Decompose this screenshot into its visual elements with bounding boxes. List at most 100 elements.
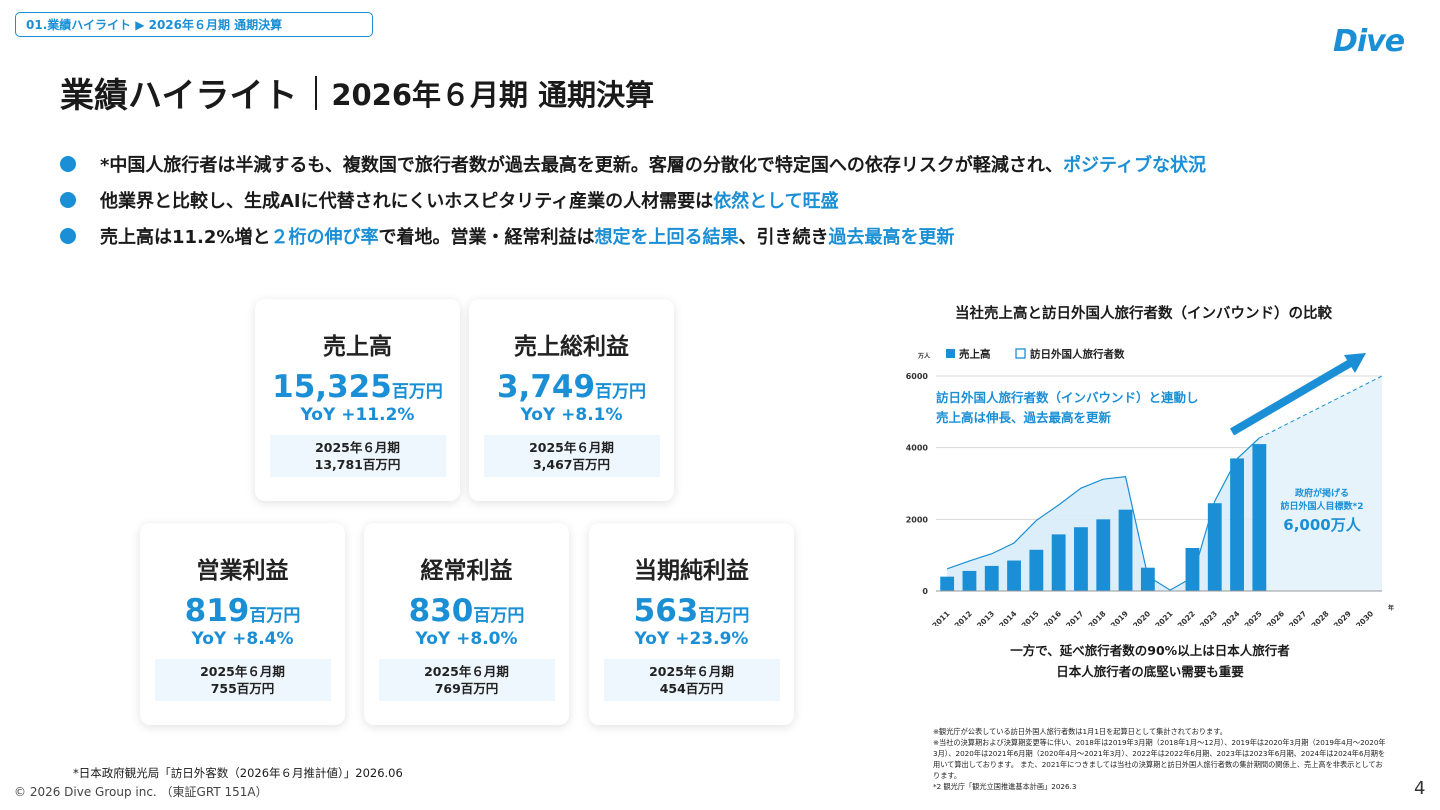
bullet-text: 、引き続き <box>738 227 829 248</box>
kpi-unit: 百万円 <box>698 606 750 626</box>
bar-revenue <box>1096 519 1111 591</box>
x-tick-label: 2014 <box>997 609 1018 626</box>
bullet-text: 売上高は11.2%増と <box>100 227 271 248</box>
x-tick-label: 2011 <box>930 609 951 626</box>
legend-label: 売上高 <box>959 348 991 361</box>
kpi-previous-label: 2025年６月期 <box>200 664 285 679</box>
page-title-main: 業績ハイライト <box>60 76 298 116</box>
chart-annotation: 訪日外国人旅行者数（インバウンド）と連動し売上高は伸長、過去最高を更新 <box>936 390 1199 425</box>
kpi-number: 3,749 <box>496 369 596 405</box>
footnotes: ※観光庁が公表している訪日外国人旅行者数は1月1日を起算日として集計されておりま… <box>933 726 1388 792</box>
kpi-yoy: YoY +11.2% <box>300 405 415 425</box>
x-tick-label: 2030 <box>1354 609 1375 626</box>
inbound-area <box>947 437 1260 591</box>
chart-annotation-line: 売上高は伸長、過去最高を更新 <box>936 410 1112 425</box>
trend-arrow-head <box>1344 353 1366 373</box>
bar-revenue <box>984 565 999 591</box>
kpi-card: 経常利益 830百万円 YoY +8.0% 2025年６月期 769百万円 <box>364 523 569 725</box>
kpi-value: 830百万円 <box>364 593 569 629</box>
bullet-text: 他業界と比較し、生成AIに代替されにくいホスピタリティ産業の人材需要は <box>100 191 714 212</box>
bullet-dot-icon <box>60 156 76 172</box>
kpi-previous-value: 755百万円 <box>210 681 275 696</box>
kpi-title: 売上総利益 <box>514 334 629 360</box>
x-tick-label: 2022 <box>1176 609 1197 626</box>
x-tick-label: 2024 <box>1220 609 1241 626</box>
kpi-previous: 2025年６月期 3,467百万円 <box>483 435 660 477</box>
kpi-title: 当期純利益 <box>634 558 749 584</box>
x-tick-label: 2025 <box>1243 609 1264 626</box>
bullet-dot-icon <box>60 228 76 244</box>
kpi-unit: 百万円 <box>391 382 443 402</box>
legend-swatch-line <box>1015 348 1026 359</box>
x-tick-label: 2026 <box>1265 609 1286 626</box>
page-title: 業績ハイライト 2026年６月期 通期決算 <box>60 68 654 117</box>
kpi-number: 819 <box>184 593 250 629</box>
x-tick-label: 2013 <box>975 609 996 626</box>
bullet-text: で着地。営業・経常利益は <box>378 227 595 248</box>
revenue-inbound-chart: 万人年 売上高 訪日外国人旅行者数 0 2000 4000 6000 2011 2012 2013… <box>906 348 1394 627</box>
kpi-previous: 2025年６月期 454百万円 <box>603 659 780 701</box>
highlight-text: ポジティブな状況 <box>1063 155 1206 176</box>
kpi-previous: 2025年６月期 755百万円 <box>154 659 331 701</box>
bar-revenue <box>1185 548 1200 591</box>
kpi-card: 売上高 15,325百万円 YoY +11.2% 2025年６月期 13,781百万円 <box>255 299 460 501</box>
x-tick-label: 2027 <box>1287 609 1308 626</box>
kpi-yoy: YoY +8.0% <box>415 629 518 649</box>
kpi-value: 563百万円 <box>589 593 794 629</box>
y-tick-label: 6000 <box>906 372 929 381</box>
bar-revenue <box>940 576 955 591</box>
kpi-value: 15,325百万円 <box>255 369 460 405</box>
kpi-value: 819百万円 <box>140 593 345 629</box>
bar-revenue <box>1207 503 1222 591</box>
trend-arrow <box>1229 358 1355 436</box>
kpi-unit: 百万円 <box>249 606 301 626</box>
x-tick-label: 2019 <box>1109 609 1130 626</box>
kpi-previous: 2025年６月期 13,781百万円 <box>269 435 446 477</box>
highlight-bullets: *中国人旅行者は半減するも、複数国で旅行者数が過去最高を更新。客層の分散化で特定… <box>60 146 1206 254</box>
bullet-dot-icon <box>60 192 76 208</box>
x-tick-label: 2020 <box>1131 609 1152 626</box>
bar-revenue <box>1074 527 1088 591</box>
chart-note-line: 一方で、延べ旅行者数の90%以上は日本人旅行者 <box>1010 643 1290 658</box>
kpi-previous-value: 769百万円 <box>434 681 499 696</box>
page-number: 4 <box>1414 778 1426 799</box>
kpi-previous-label: 2025年６月期 <box>649 664 734 679</box>
kpi-title: 売上高 <box>323 334 392 360</box>
kpi-previous-label: 2025年６月期 <box>424 664 509 679</box>
kpi-yoy: YoY +8.4% <box>191 629 294 649</box>
inbound-line <box>946 437 1260 591</box>
kpi-unit: 百万円 <box>473 606 525 626</box>
y-tick-label: 4000 <box>906 444 929 453</box>
bullet-item: 他業界と比較し、生成AIに代替されにくいホスピタリティ産業の人材需要は 依然として… <box>60 182 1206 218</box>
bullet-text: *中国人旅行者は半減するも、複数国で旅行者数が過去最高を更新。客層の分散化で特定… <box>100 155 1064 176</box>
target-label-line: 政府が掲げる <box>1295 487 1349 499</box>
y-unit-label: 万人 <box>917 352 931 360</box>
bar-revenue <box>1051 534 1066 591</box>
bar-revenue <box>1252 444 1267 591</box>
kpi-yoy: YoY +8.1% <box>520 405 623 425</box>
x-tick-label: 2016 <box>1042 609 1063 626</box>
kpi-previous-label: 2025年６月期 <box>529 440 614 455</box>
highlight-text: 過去最高を更新 <box>828 227 955 248</box>
chart-note: 一方で、延べ旅行者数の90%以上は日本人旅行者 日本人旅行者の底堅い需要も重要 <box>1000 640 1300 682</box>
chart-annotation-line: 訪日外国人旅行者数（インバウンド）と連動し <box>936 390 1199 405</box>
kpi-yoy: YoY +23.9% <box>634 629 749 649</box>
target-projection-line <box>1259 375 1383 439</box>
kpi-previous-value: 3,467百万円 <box>532 457 611 472</box>
bar-revenue <box>1007 560 1021 591</box>
footnote: *2 観光庁「観光立国推進基本計画」2026.3 <box>933 782 1077 791</box>
target-label-line: 訪日外国人目標数*2 <box>1281 500 1364 512</box>
kpi-number: 15,325 <box>272 369 392 405</box>
bar-revenue <box>1140 567 1155 591</box>
x-tick-label: 2021 <box>1153 609 1174 626</box>
bullet-item: 売上高は11.2%増と ２桁の伸び率 で着地。営業・経常利益は 想定を上回る結果 、引き… <box>60 218 1206 254</box>
footnote: ※当社の決算期および決算期変更等に伴い、2018年は2019年3月期（2018年… <box>933 738 1386 780</box>
bar-revenue <box>1029 549 1044 591</box>
chart-title: 当社売上高と訪日外国人旅行者数（インバウンド）の比較 <box>955 306 1332 322</box>
x-tick-label: 2017 <box>1064 609 1085 626</box>
kpi-previous-value: 454百万円 <box>659 681 724 696</box>
footnote-source: *日本政府観光局「訪日外客数（2026年６月推計値）」2026.06 <box>73 766 403 780</box>
target-projection-area <box>1259 376 1382 591</box>
target-label-value: 6,000万人 <box>1283 516 1361 534</box>
x-unit-label: 年 <box>1388 604 1394 612</box>
